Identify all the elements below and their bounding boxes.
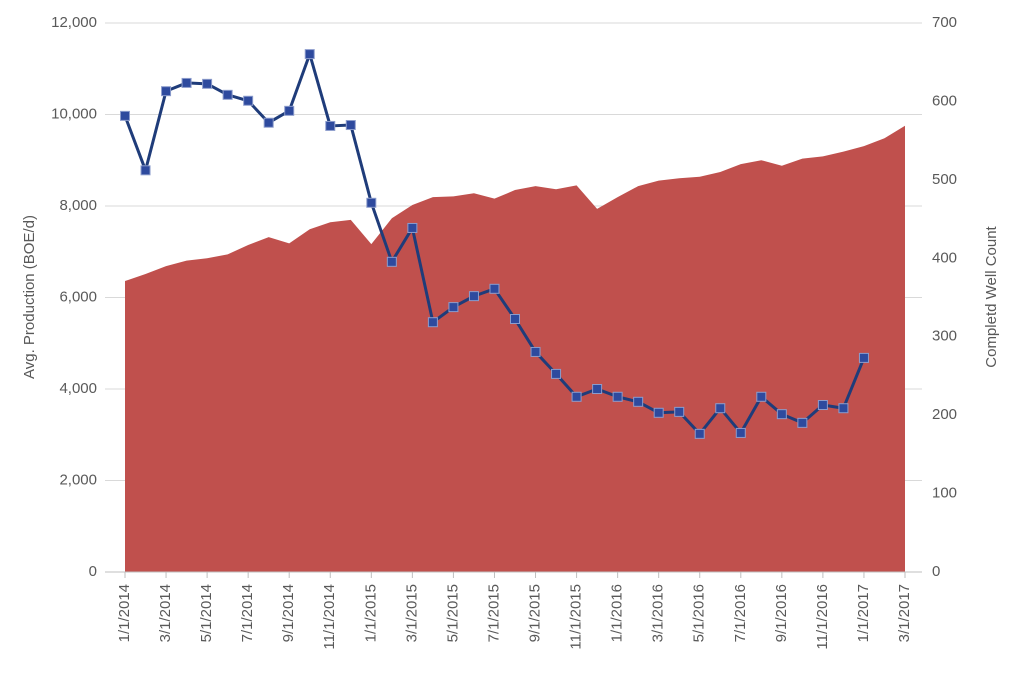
marker xyxy=(161,86,172,97)
marker xyxy=(776,409,787,420)
marker xyxy=(140,165,151,176)
x-tick-label: 3/1/2015 xyxy=(403,584,420,642)
x-tick-label: 5/1/2015 xyxy=(444,584,461,642)
marker xyxy=(468,291,479,302)
marker xyxy=(571,391,582,402)
marker xyxy=(694,428,705,439)
marker xyxy=(653,407,664,418)
marker xyxy=(633,396,644,407)
x-tick-label: 7/1/2014 xyxy=(239,584,256,642)
x-tick-label: 9/1/2015 xyxy=(526,584,543,642)
x-tick-label: 9/1/2014 xyxy=(280,584,297,642)
y-tick-label: 12,000 xyxy=(51,14,97,31)
y2-tick-label: 200 xyxy=(932,406,957,423)
y2-tick-label: 100 xyxy=(932,485,957,502)
marker xyxy=(284,105,295,116)
x-tick-label: 5/1/2014 xyxy=(198,584,215,642)
x-tick-label: 3/1/2017 xyxy=(896,584,913,642)
x-tick-label: 11/1/2016 xyxy=(814,584,831,650)
y-axis-label: Avg. Production (BOE/d) xyxy=(21,215,38,379)
marker xyxy=(427,317,438,328)
y2-axis-label: Completd Well Count xyxy=(983,225,1000,367)
marker xyxy=(325,120,336,131)
y-tick-label: 6,000 xyxy=(59,288,97,305)
marker xyxy=(222,89,233,100)
y2-tick-label: 0 xyxy=(932,563,940,580)
marker xyxy=(592,384,603,394)
marker xyxy=(674,406,685,417)
marker xyxy=(612,391,623,402)
marker xyxy=(489,283,500,294)
y2-tick-label: 600 xyxy=(932,92,957,109)
x-tick-label: 11/1/2014 xyxy=(321,584,338,650)
y-tick-label: 2,000 xyxy=(59,471,97,488)
marker xyxy=(345,120,356,131)
marker xyxy=(735,427,746,438)
marker xyxy=(817,400,828,411)
marker xyxy=(386,256,397,267)
marker xyxy=(407,222,418,233)
marker xyxy=(181,77,192,88)
x-tick-label: 7/1/2015 xyxy=(485,584,502,642)
x-tick-label: 9/1/2016 xyxy=(773,584,790,642)
marker xyxy=(120,110,130,121)
marker xyxy=(263,117,274,128)
marker xyxy=(838,403,849,414)
marker xyxy=(756,391,767,402)
y2-tick-label: 400 xyxy=(932,249,957,266)
marker xyxy=(715,403,726,414)
marker xyxy=(304,49,315,60)
x-tick-label: 1/1/2016 xyxy=(609,584,626,642)
y2-tick-label: 500 xyxy=(932,171,957,188)
y2-tick-label: 700 xyxy=(932,14,957,31)
x-tick-label: 3/1/2016 xyxy=(650,584,667,642)
x-tick-label: 1/1/2015 xyxy=(362,584,379,642)
y-tick-label: 10,000 xyxy=(51,105,97,122)
marker xyxy=(243,95,254,106)
area xyxy=(125,125,905,573)
y-tick-label: 8,000 xyxy=(59,197,97,214)
x-tick-label: 3/1/2014 xyxy=(157,584,174,642)
y2-tick-label: 300 xyxy=(932,328,957,345)
x-tick-label: 1/1/2014 xyxy=(116,584,133,642)
marker xyxy=(366,197,377,208)
y-tick-label: 0 xyxy=(89,563,97,580)
x-tick-label: 7/1/2016 xyxy=(732,584,749,642)
x-tick-label: 11/1/2015 xyxy=(568,584,585,650)
x-tick-label: 1/1/2017 xyxy=(855,584,872,642)
marker xyxy=(797,417,808,428)
marker xyxy=(202,78,213,89)
marker xyxy=(858,352,869,363)
y-tick-label: 4,000 xyxy=(59,380,97,397)
marker xyxy=(530,346,541,357)
x-tick-label: 5/1/2016 xyxy=(691,584,708,642)
marker xyxy=(510,314,520,325)
marker xyxy=(551,368,562,379)
marker xyxy=(448,302,459,313)
